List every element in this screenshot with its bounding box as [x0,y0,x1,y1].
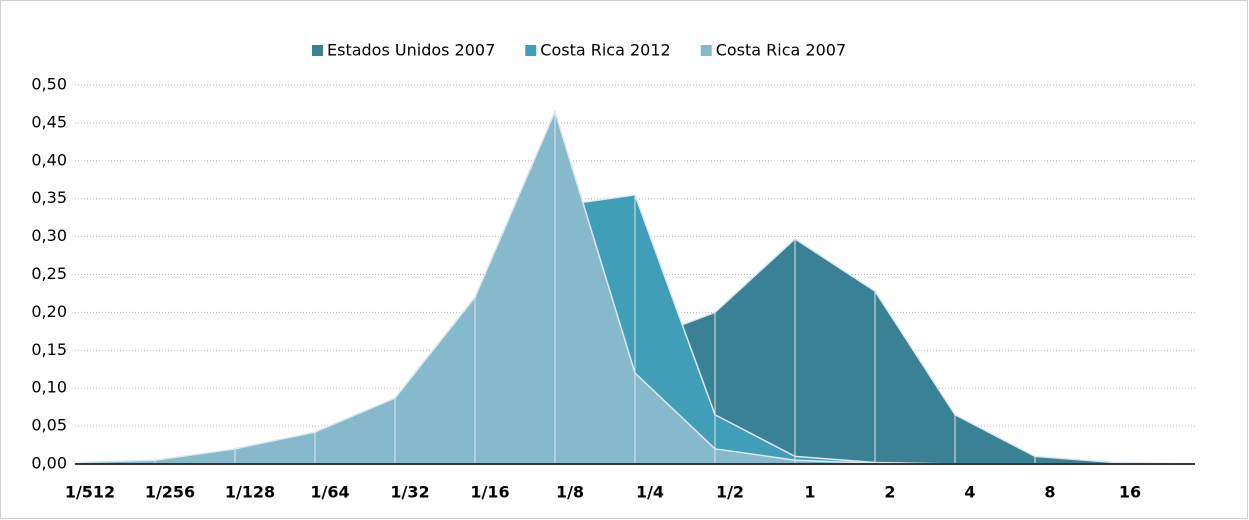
x-tick-label: 4 [964,483,975,502]
x-tick-label: 1/32 [390,483,429,502]
legend-label: Costa Rica 2012 [540,41,670,60]
y-tick-label: 0,30 [31,226,67,245]
x-tick-label: 1/8 [556,483,584,502]
legend-label: Costa Rica 2007 [716,41,846,60]
y-tick-label: 0,10 [31,378,67,397]
y-tick-label: 0,25 [31,264,67,283]
x-tick-label: 1/64 [310,483,349,502]
x-tick-label: 1/2 [716,483,744,502]
x-tick-label: 1/16 [470,483,509,502]
y-tick-label: 0,45 [31,112,67,131]
y-tick-label: 0,50 [31,75,67,94]
x-tick-label: 1 [804,483,815,502]
legend-swatch [525,45,537,56]
legend-label: Estados Unidos 2007 [327,41,495,60]
x-tick-label: 2 [884,483,895,502]
y-tick-label: 0,05 [31,416,67,435]
x-tick-label: 16 [1119,483,1141,502]
legend-swatch [312,45,323,56]
y-tick-label: 0,15 [31,340,67,359]
legend-swatch [700,45,712,56]
x-tick-label: 1/4 [636,483,664,502]
x-tick-label: 1/128 [225,483,275,502]
y-tick-label: 0,00 [31,454,67,473]
x-tick-label: 1/256 [145,483,195,502]
x-tick-label: 1/512 [65,483,115,502]
x-tick-label: 8 [1044,483,1055,502]
y-tick-label: 0,35 [31,188,67,207]
y-tick-label: 0,40 [31,150,67,169]
y-tick-label: 0,20 [31,302,67,321]
